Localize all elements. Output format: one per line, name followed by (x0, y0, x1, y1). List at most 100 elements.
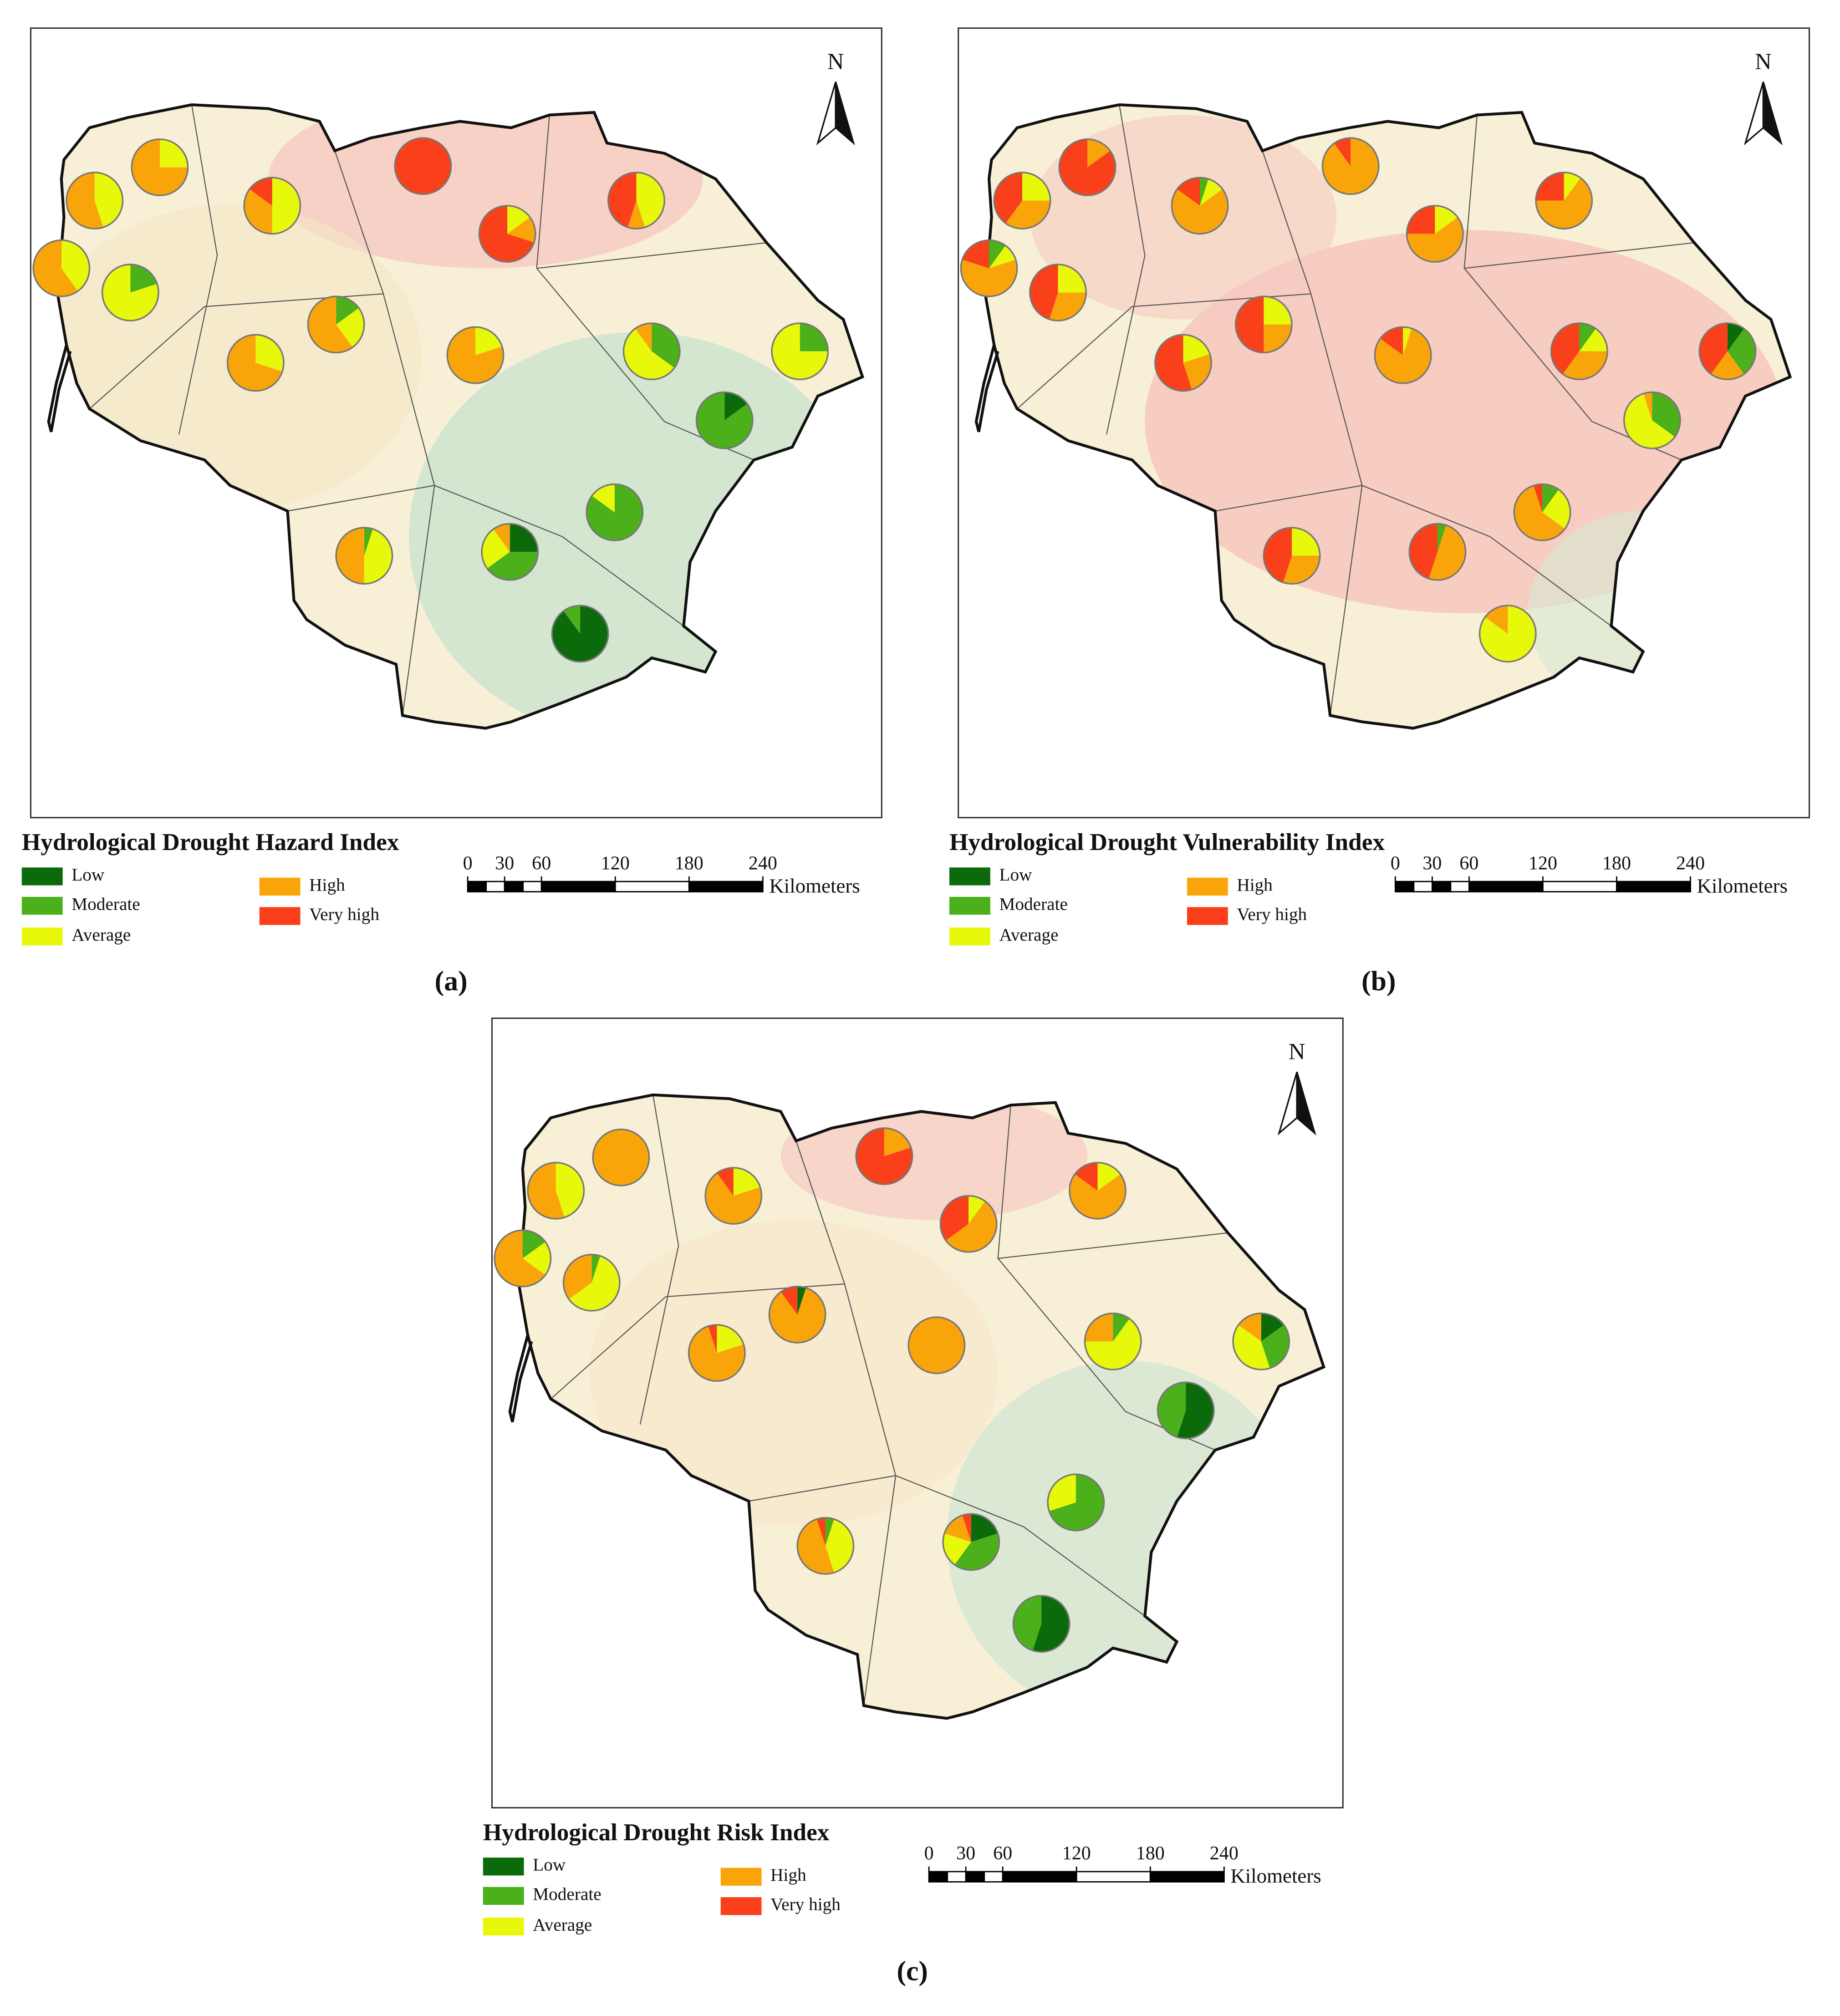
pie-slice (1005, 200, 1050, 229)
scale-unit: Kilometers (1697, 875, 1788, 897)
scale-tick-label: 30 (495, 852, 514, 874)
pie-slice (856, 1128, 912, 1185)
legend-swatch (21, 896, 63, 915)
pie-outline (494, 1229, 552, 1288)
scale-tick-label: 240 (1676, 852, 1705, 874)
pie-slice (1334, 138, 1351, 166)
scale-tick-label: 120 (1529, 852, 1557, 874)
pie-outline (1263, 527, 1321, 585)
pie-slice (1579, 323, 1596, 351)
pie-slice (1157, 1382, 1186, 1437)
scale-segment (1149, 1871, 1225, 1883)
pie-slice (1428, 525, 1466, 580)
scale-segment (540, 881, 616, 893)
pie-outline (66, 172, 124, 229)
pie-slice (528, 1162, 565, 1219)
legend-label: High (1237, 875, 1273, 895)
pie-slice (1652, 392, 1681, 437)
pie-slice (1699, 323, 1728, 374)
pie-slice (1437, 524, 1447, 552)
pie-slice (733, 1167, 760, 1196)
pie-outline (481, 523, 539, 581)
pie-slice (825, 1517, 834, 1546)
north-arrow-fill (1296, 1071, 1316, 1135)
legend-label: Low (533, 1855, 566, 1875)
north-label: N (1289, 1039, 1305, 1064)
pie-slice (507, 205, 530, 234)
pie-outline (607, 172, 665, 229)
pie-outline (101, 264, 159, 322)
scale-segment (1616, 881, 1691, 893)
pie-slice (563, 1254, 592, 1299)
pie-outline (1157, 1381, 1215, 1440)
basin-boundary (749, 1475, 1146, 1617)
scale-tick-label: 0 (1391, 852, 1400, 874)
pie-slice (1049, 292, 1086, 321)
scale-segment (947, 1871, 967, 1883)
pie-slice (507, 217, 535, 243)
country-border (984, 103, 1792, 730)
country-border (56, 103, 865, 730)
pie-outline (1406, 205, 1464, 263)
pie-slice (825, 1519, 854, 1573)
pie-slice (591, 1254, 601, 1283)
pie-slice (989, 245, 1016, 269)
pie-slice (1087, 139, 1111, 168)
legend-label: Average (999, 925, 1058, 945)
pie-slice (769, 1288, 826, 1343)
pie-slice (1322, 138, 1379, 194)
pie-slice (94, 172, 123, 228)
pie-slice (1403, 327, 1412, 356)
pie-slice (1264, 324, 1292, 353)
scale-tick-label: 180 (675, 852, 703, 874)
scale-segment (965, 1871, 985, 1883)
legend-swatch (21, 867, 63, 886)
basin-boundary (1106, 105, 1146, 435)
basin-boundary (1262, 150, 1363, 716)
pie-slice (563, 606, 581, 634)
pie-slice (1113, 1313, 1130, 1342)
legend-label: Average (533, 1915, 592, 1935)
pie-slice (1155, 335, 1192, 391)
pie-outline (993, 172, 1051, 229)
pie-outline (1408, 523, 1467, 581)
pie-slice (1238, 1313, 1261, 1342)
pie-slice (1643, 392, 1652, 421)
pie-outline (1154, 334, 1212, 392)
scale-segment (504, 881, 524, 893)
pie-slice (696, 392, 753, 448)
pie-slice (159, 139, 188, 168)
pie-outline (394, 137, 452, 195)
pie-slice (130, 264, 158, 293)
pie-outline (771, 322, 829, 381)
pie-slice (1727, 328, 1756, 374)
pie-slice (797, 1519, 834, 1574)
pie-outline (1623, 391, 1681, 449)
legend-swatch (1187, 907, 1228, 925)
pie-slice (940, 1196, 969, 1241)
pie-slice (800, 323, 828, 351)
pie-outline (768, 1286, 826, 1344)
pie-slice (816, 1517, 826, 1546)
legend-label: Moderate (999, 895, 1067, 914)
pie-slice (1727, 323, 1744, 351)
pie-outline (446, 326, 505, 384)
pie-slice (1097, 1162, 1121, 1191)
pie-slice (336, 527, 364, 584)
pie-outline (695, 391, 754, 449)
pie-slice (1172, 189, 1228, 234)
pie-slice (1579, 328, 1608, 351)
basin-boundary (998, 1232, 1228, 1259)
pie-slice (1563, 351, 1608, 380)
panel: N Hydrological Drought Risk Index Low Moder… (483, 1018, 1344, 1987)
pie-outline (131, 138, 189, 197)
legend-label: Moderate (533, 1884, 601, 1904)
pie-slice (968, 1196, 985, 1224)
north-arrow-fill (835, 81, 855, 146)
pie-slice (479, 205, 534, 262)
legend-swatch (949, 896, 990, 915)
basin-boundary (639, 1095, 679, 1425)
pie-slice (1536, 172, 1564, 201)
coast-spit (508, 1334, 533, 1422)
pie-slice (989, 240, 1006, 269)
